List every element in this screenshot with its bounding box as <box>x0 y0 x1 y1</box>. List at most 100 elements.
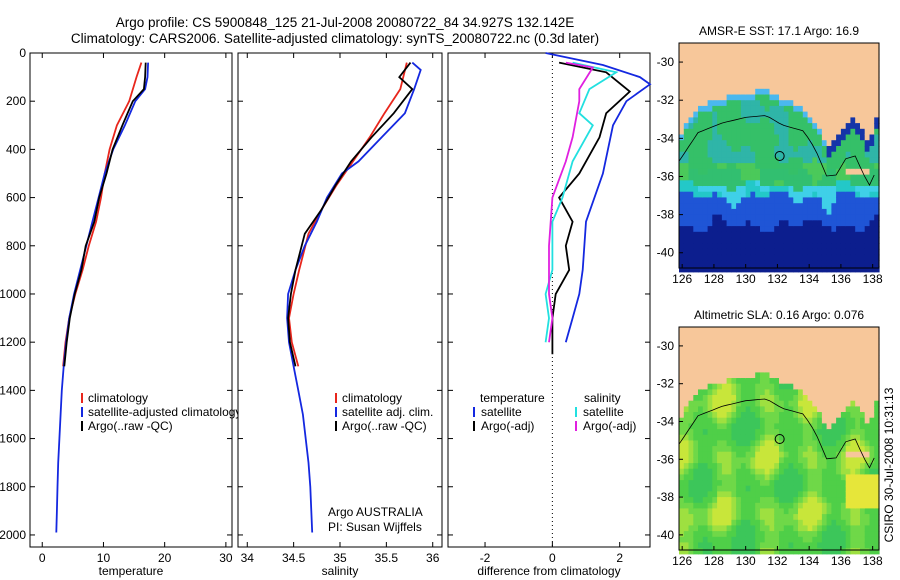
map-cell <box>793 243 799 250</box>
map-cell <box>798 361 804 368</box>
map-cell <box>845 180 852 187</box>
map-cell <box>860 260 866 267</box>
map-cell <box>740 248 747 256</box>
map-cell <box>826 366 832 373</box>
map-cell <box>831 372 837 379</box>
map-cell <box>698 117 704 124</box>
map-cell <box>736 77 742 84</box>
map-cell <box>812 186 818 193</box>
map-cell <box>855 480 861 487</box>
map-cell <box>717 525 723 532</box>
map-cell <box>812 485 818 492</box>
map-cell <box>840 485 847 492</box>
map-cell <box>812 480 818 487</box>
map-cell <box>683 412 690 419</box>
map-cell <box>707 111 713 118</box>
map-cell <box>683 542 690 549</box>
map-cell <box>698 248 704 256</box>
map-cell <box>798 440 804 447</box>
map-cell <box>750 111 756 118</box>
map-cell <box>702 531 709 538</box>
map-cell <box>836 361 842 368</box>
map-cell <box>783 412 790 419</box>
map-cell <box>726 146 732 153</box>
map-cell <box>864 383 871 390</box>
map-cell <box>745 100 752 107</box>
map-cell <box>869 468 875 475</box>
map-cell <box>745 485 752 492</box>
map-cell <box>750 60 756 67</box>
map-cell <box>869 237 875 244</box>
map-cell <box>755 157 761 164</box>
map-cell <box>698 186 704 193</box>
map-cell <box>840 60 847 67</box>
map-cell <box>740 378 747 385</box>
map-cell <box>750 434 756 441</box>
map-cell <box>826 65 832 73</box>
map-cell <box>788 174 794 181</box>
map-cell <box>840 174 847 181</box>
map-cell <box>721 480 728 487</box>
map-cell <box>850 100 856 107</box>
map-cell <box>812 372 818 379</box>
map-cell <box>836 94 842 101</box>
x-tick-label: 134 <box>799 554 819 568</box>
map-cell <box>874 248 880 256</box>
map-cell <box>712 338 718 345</box>
map-cell <box>788 378 794 385</box>
map-cell <box>779 468 785 475</box>
map-cell <box>740 220 747 227</box>
map-cell <box>769 191 775 198</box>
map-cell <box>821 502 828 510</box>
map-cell <box>783 191 790 198</box>
map-cell <box>798 429 804 436</box>
map-cell <box>736 548 742 555</box>
map-cell <box>712 248 718 256</box>
x-tick-label: 128 <box>704 554 724 568</box>
map-cell <box>736 440 742 447</box>
map-cell <box>755 180 761 187</box>
map-cell <box>769 434 775 441</box>
map-cell <box>698 151 704 158</box>
map-cell <box>793 446 799 453</box>
map-cell <box>864 266 871 273</box>
map-cell <box>750 485 756 492</box>
map-cell <box>740 434 747 441</box>
map-cell <box>679 451 685 458</box>
map-cell <box>740 77 747 84</box>
map-cell <box>740 266 747 273</box>
map-cell <box>707 502 713 510</box>
map-cell <box>755 536 761 544</box>
map-cell <box>788 400 794 407</box>
map-cell <box>745 128 752 136</box>
map-cell <box>864 60 871 67</box>
map-cell <box>740 338 747 345</box>
map-cell <box>712 180 718 187</box>
map-cell <box>774 514 780 521</box>
map-cell <box>721 514 728 521</box>
map-cell <box>826 43 832 50</box>
map-cell <box>864 94 871 101</box>
map-cell <box>798 243 804 250</box>
map-cell <box>707 548 713 555</box>
map-cell <box>764 327 771 334</box>
map-cell <box>783 168 790 176</box>
map-cell <box>731 48 737 55</box>
map-cell <box>845 157 852 164</box>
map-cell <box>836 344 842 351</box>
map-cell <box>693 146 699 153</box>
map-cell <box>712 88 718 96</box>
map-cell <box>817 332 823 339</box>
map-cell <box>755 525 761 532</box>
map-cell <box>802 65 809 73</box>
map-cell <box>750 54 756 61</box>
map-cell <box>702 123 709 130</box>
map-cell <box>721 151 728 158</box>
map-cell <box>693 163 699 170</box>
map-cell <box>760 88 766 96</box>
map-cell <box>726 406 732 413</box>
map-cell <box>836 220 842 227</box>
series-line-argo-raw-qc- <box>287 62 414 367</box>
map-cell <box>740 140 747 147</box>
map-cell <box>798 100 804 107</box>
